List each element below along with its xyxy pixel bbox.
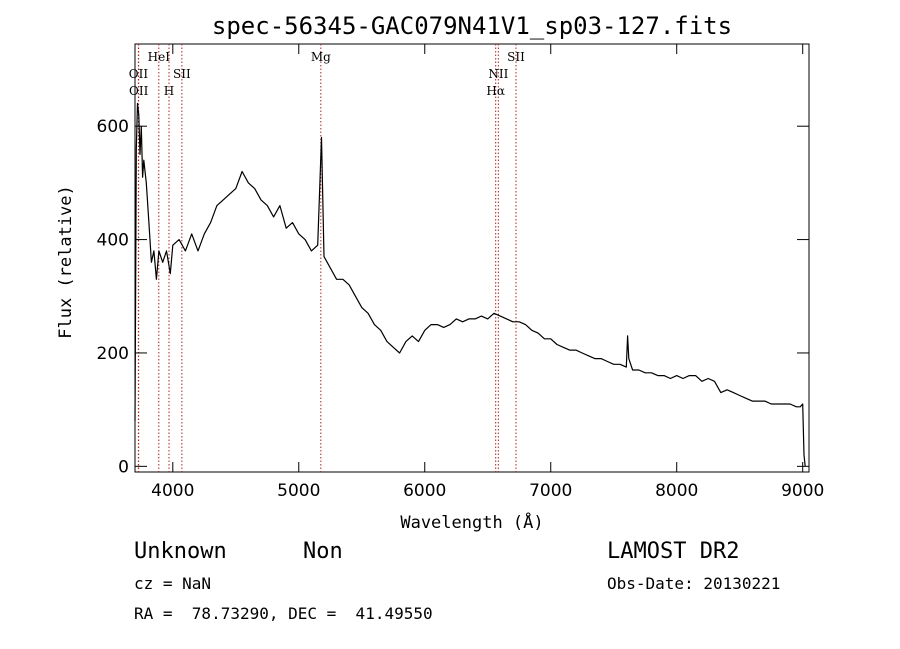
plot-frame — [134, 43, 810, 473]
emission-line-label-8: SII — [507, 50, 525, 64]
emission-line-label-4: SII — [173, 67, 191, 81]
x-axis-title: Wavelength (Å) — [400, 511, 543, 533]
emission-line-markers — [137, 44, 517, 472]
chart-title: spec-56345-GAC079N41V1_sp03-127.fits — [212, 12, 732, 40]
axis-ticks: 4000 5000 6000 7000 8000 9000 0 200 400 600 — [97, 44, 824, 501]
survey-name: LAMOST DR2 — [607, 539, 740, 564]
plot-border — [134, 43, 810, 473]
x-tick-label: 8000 — [655, 481, 698, 501]
x-tick-label: 5000 — [277, 481, 320, 501]
coordinates-label: RA = 78.73290, DEC = 41.49550 — [134, 604, 433, 623]
emission-line-label-1: OII — [129, 84, 149, 98]
x-tick-label: 9000 — [781, 481, 824, 501]
emission-line-labels: OII OII HeI H SII Mg NII Hα SII — [129, 50, 525, 98]
object-subclass: Non — [303, 539, 343, 564]
obs-date-label: Obs-Date: 20130221 — [607, 574, 781, 593]
emission-line-label-3: H — [164, 84, 174, 98]
y-tick-label: 0 — [118, 457, 129, 477]
object-class: Unknown — [134, 539, 227, 564]
emission-line-label-5: Mg — [311, 50, 331, 64]
emission-line-label-6: NII — [488, 67, 508, 81]
y-tick-label: 200 — [97, 344, 129, 364]
spectrum-line-0 — [134, 102, 806, 467]
spectrum-series — [134, 102, 806, 467]
redshift-label: cz = NaN — [134, 574, 212, 593]
y-axis-title: Flux (relative) — [56, 185, 76, 339]
x-tick-label: 7000 — [529, 481, 572, 501]
emission-line-label-2: HeI — [148, 50, 171, 64]
emission-line-label-7: Hα — [486, 84, 505, 98]
x-tick-label: 6000 — [403, 481, 446, 501]
emission-line-label-0: OII — [129, 67, 149, 81]
y-tick-label: 400 — [97, 231, 129, 251]
y-tick-label: 600 — [97, 117, 129, 137]
x-tick-label: 4000 — [151, 481, 194, 501]
